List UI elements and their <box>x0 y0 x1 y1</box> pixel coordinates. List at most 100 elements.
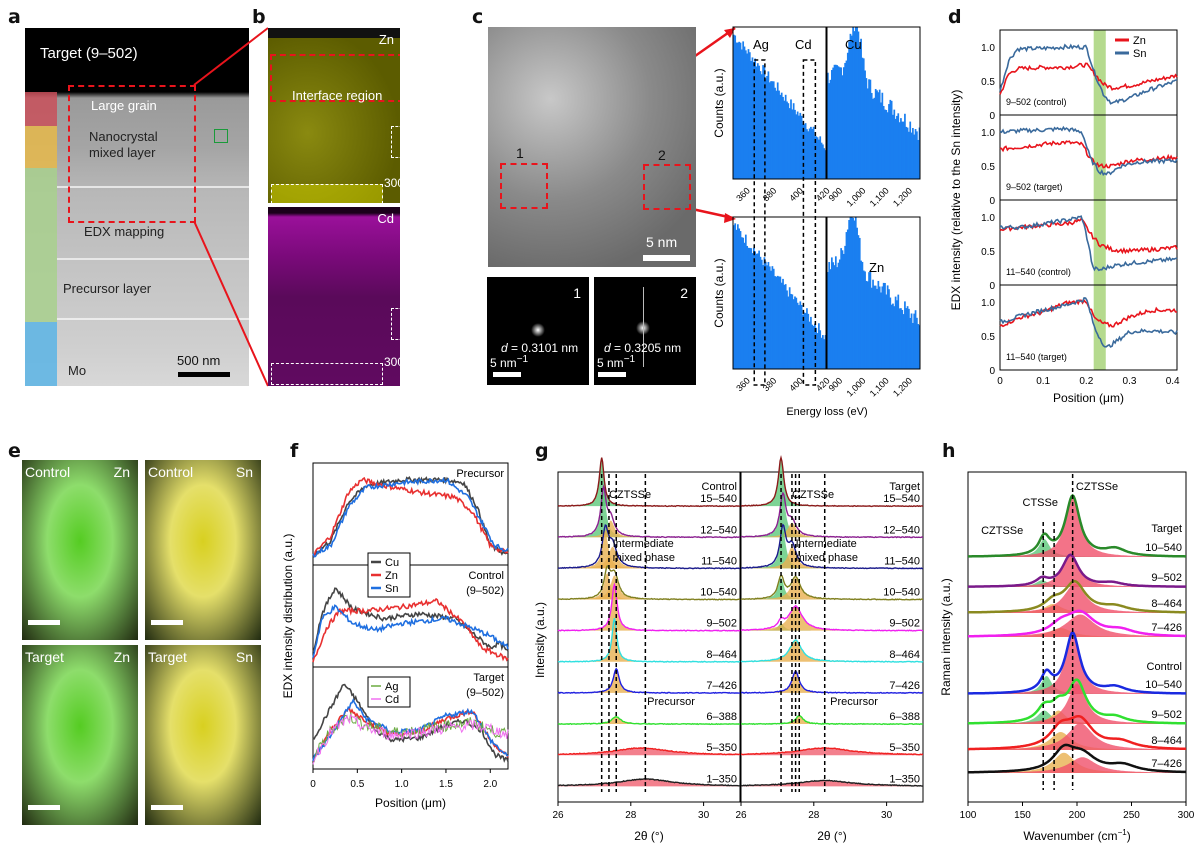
eels-bar <box>819 330 822 369</box>
xrd-fit-fill <box>558 532 740 569</box>
eels-xtick-label: 400 <box>787 376 805 394</box>
eels-bar <box>762 65 764 179</box>
layer-boundary <box>57 318 249 320</box>
eels-bar <box>862 58 865 179</box>
eels-bar <box>905 126 908 179</box>
eels-bar <box>788 287 791 369</box>
eels-bar <box>902 314 905 369</box>
y-axis-label: EDX intensity (relative to the Sn intens… <box>949 90 963 311</box>
eels-xtick-label: 900 <box>827 186 845 204</box>
eels-bar <box>850 217 853 369</box>
eels-bar <box>906 306 909 369</box>
fft-scale-value: 5 nm <box>490 356 517 370</box>
eels-bar <box>852 27 854 179</box>
eels-bar <box>874 285 877 369</box>
eels-bar <box>779 276 782 369</box>
fft-spot <box>531 323 545 337</box>
eels-xtick-label: 400 <box>787 186 805 204</box>
eels-bar <box>810 126 812 179</box>
eels-bar <box>820 337 823 369</box>
arrowhead <box>724 28 735 38</box>
eels-bar <box>858 237 861 369</box>
eels-bar <box>823 148 826 179</box>
xrd-fit-fill <box>741 640 923 662</box>
fft-scale-label: 5 nm−1 <box>490 354 528 370</box>
connector-line-bottom <box>193 220 269 387</box>
raman-fit-fill <box>968 583 1186 613</box>
raman-peak-label-ctsse: CTSSe <box>1023 497 1058 509</box>
eels-bar <box>864 271 866 369</box>
xtick-label: 1.5 <box>439 779 453 790</box>
xrd-trace <box>740 669 924 694</box>
legend-label: Sn <box>1133 48 1146 60</box>
xrd-trace <box>557 667 740 695</box>
xtick-label: 1.0 <box>395 779 409 790</box>
eels-bar <box>784 94 787 179</box>
linescan-sn <box>999 297 1178 348</box>
eels-bar <box>853 220 856 369</box>
xrd-trace-label: 9–502 <box>889 618 920 630</box>
eels-bar <box>852 217 854 369</box>
ytick-label: 0 <box>989 366 995 377</box>
eels-bar <box>799 301 802 369</box>
xrd-trace-label: 8–464 <box>706 649 737 661</box>
eels-bar <box>816 333 819 369</box>
subplot-title: Target <box>473 672 504 684</box>
xtick-label: 0.3 <box>1123 376 1137 387</box>
eels-bar <box>780 92 783 179</box>
eels-bar <box>896 115 898 179</box>
eels-bar <box>760 259 763 369</box>
eels-bar <box>795 114 798 179</box>
xtick-label: 250 <box>1123 810 1140 821</box>
eels-bar <box>848 41 850 179</box>
scalebar <box>643 255 690 261</box>
condition-label: Control <box>148 464 194 480</box>
eels-axes-frame <box>732 26 827 180</box>
eels-bar <box>783 100 786 179</box>
subplot-subtitle: (9–502) <box>466 687 504 699</box>
eels-bar <box>832 262 835 369</box>
edx-map-cd: Cd 300 nm <box>268 207 400 386</box>
eels-bar <box>750 248 752 369</box>
eels-bar <box>902 121 905 179</box>
raman-fit-fill <box>968 634 1186 694</box>
eels-bar <box>916 317 918 369</box>
raman-trace <box>968 714 1187 751</box>
eels-highlight-box <box>802 59 817 386</box>
eels-bar <box>880 292 882 369</box>
eels-bar <box>894 118 897 179</box>
legend-label: Zn <box>385 570 398 582</box>
eels-bar <box>818 139 820 179</box>
eels-bar <box>738 228 741 369</box>
eels-bar <box>800 115 803 179</box>
xrd-trace <box>740 604 924 632</box>
eels-xtick-label: 1,000 <box>845 186 868 209</box>
eels-bar <box>854 217 857 369</box>
ytick-label: 0.5 <box>981 247 995 258</box>
eels-bar <box>742 41 745 179</box>
eels-bar <box>774 276 776 369</box>
linescan-sn <box>1000 215 1178 272</box>
eels-bar <box>889 99 892 179</box>
eels-bar <box>888 289 890 369</box>
eels-bar <box>791 109 794 179</box>
eels-bar <box>892 303 894 369</box>
eels-bar <box>910 132 913 179</box>
eels-bar <box>860 260 862 369</box>
raman-fit-fill <box>968 555 1186 587</box>
raman-trace-label: 9–502 <box>1151 572 1182 584</box>
distribution-zn <box>312 476 509 557</box>
eels-bar <box>914 310 917 369</box>
eels-bar <box>734 35 737 180</box>
scalebar <box>178 372 230 377</box>
xrd-trace <box>557 565 741 601</box>
eels-xtick-label: 360 <box>734 186 752 204</box>
eels-peak-label: Zn <box>869 260 884 275</box>
eels-bar <box>794 296 796 369</box>
linescan-zn <box>999 140 1178 169</box>
eels-bar <box>798 115 800 179</box>
eels-bar <box>888 104 890 179</box>
element-label-cd: Cd <box>377 211 394 226</box>
eels-bar <box>858 46 861 179</box>
eels-xtick-label: 360 <box>734 376 752 394</box>
